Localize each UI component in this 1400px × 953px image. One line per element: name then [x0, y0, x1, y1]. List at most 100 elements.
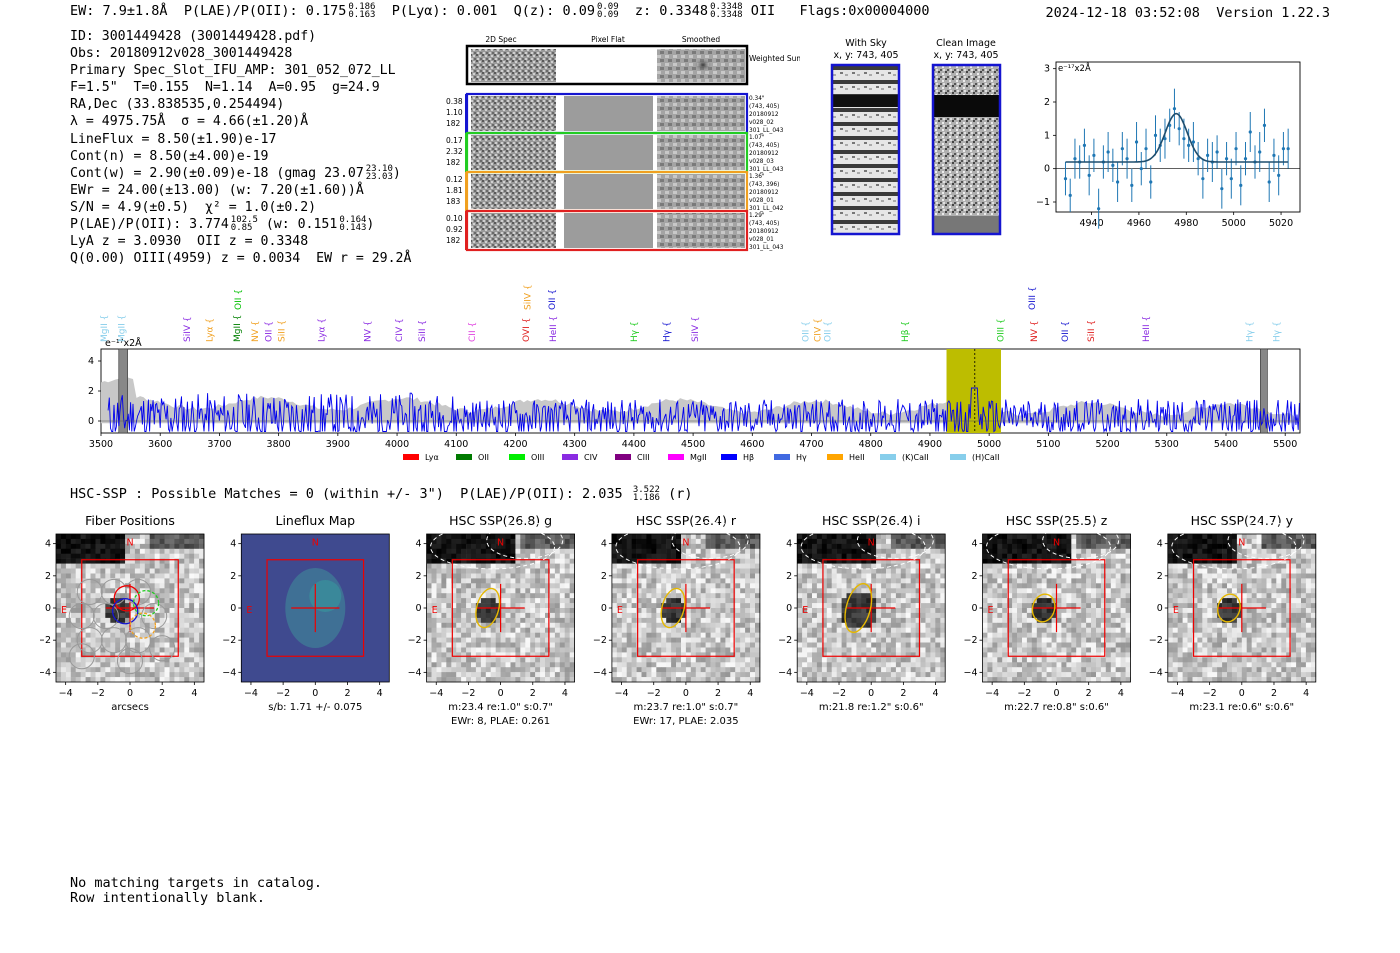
- pixel: [671, 548, 677, 555]
- pixel: [987, 558, 993, 564]
- pixel: [641, 538, 647, 545]
- pixel: [100, 538, 106, 545]
- pixel: [1036, 627, 1043, 633]
- pixel: [174, 637, 180, 643]
- pixel: [755, 563, 761, 569]
- pixel: [915, 647, 921, 653]
- pixel: [1105, 612, 1112, 619]
- pixel: [149, 657, 155, 663]
- pixel: [1056, 617, 1062, 624]
- pixel: [456, 622, 462, 629]
- legend-swatch: [880, 454, 896, 460]
- pixel: [866, 608, 872, 614]
- pixel: [559, 632, 566, 638]
- pixel: [1081, 622, 1087, 629]
- emission-line-name: OII {: [824, 321, 834, 342]
- pixel: [621, 568, 628, 574]
- pixel: [130, 642, 136, 648]
- pixel: [987, 632, 993, 638]
- pixel: [545, 568, 551, 574]
- pixel: [900, 553, 907, 559]
- pixel: [997, 632, 1003, 638]
- pixel: [545, 543, 551, 550]
- pixel: [1115, 563, 1121, 569]
- pixel: [616, 588, 623, 594]
- pixel: [495, 568, 501, 574]
- pixel: [846, 578, 852, 584]
- pixel: [826, 558, 833, 564]
- pixel: [169, 608, 175, 614]
- pixel: [60, 598, 67, 604]
- pixel: [95, 608, 101, 614]
- pixel: [1105, 632, 1112, 638]
- pixel: [866, 603, 872, 609]
- pixel: [940, 593, 946, 599]
- pixel: [1105, 563, 1112, 569]
- pixel: [881, 598, 887, 604]
- pixel: [1081, 627, 1087, 633]
- pixel: [826, 538, 833, 545]
- pixel: [535, 652, 541, 658]
- pixel: [95, 593, 101, 599]
- pixel: [1081, 553, 1087, 559]
- pixel: [530, 632, 536, 638]
- pixel: [466, 593, 472, 599]
- pixel: [56, 672, 62, 678]
- pixel: [500, 632, 506, 638]
- pixel: [559, 568, 566, 574]
- pixel: [715, 583, 721, 589]
- pixel: [666, 548, 672, 555]
- pixel: [60, 568, 67, 574]
- pixel: [826, 573, 833, 579]
- pixel: [725, 657, 731, 663]
- pixel: [1002, 647, 1008, 653]
- pixel: [110, 632, 116, 638]
- pixel: [797, 593, 803, 599]
- pixel: [876, 588, 882, 594]
- pixel: [871, 612, 877, 619]
- pixel: [807, 617, 813, 624]
- pixel: [1105, 608, 1112, 614]
- pixel: [525, 568, 531, 574]
- pixel: [510, 588, 516, 594]
- x-tick-label: 3700: [207, 439, 231, 450]
- pixel: [495, 563, 501, 569]
- pixel: [807, 647, 813, 653]
- pixel: [554, 573, 561, 579]
- cutout-row-meta: 1.36": [749, 174, 765, 180]
- pixel: [915, 617, 921, 624]
- pixel: [495, 622, 501, 629]
- with-sky-coord: x, y: 743, 405: [833, 50, 898, 61]
- pixel: [656, 603, 662, 609]
- pixel: [505, 657, 511, 663]
- pixel: [505, 538, 511, 545]
- pixel: [616, 632, 623, 638]
- pixel: [110, 553, 116, 559]
- pixel: [651, 622, 657, 629]
- cutout-row-stat: 0.92: [446, 225, 463, 234]
- pixel: [925, 543, 931, 550]
- pixel: [807, 558, 813, 564]
- pixel: [856, 672, 862, 678]
- pixel: [130, 657, 136, 663]
- pixel: [1066, 568, 1072, 574]
- pixel: [490, 588, 496, 594]
- pixel: [184, 598, 190, 604]
- pixel: [60, 667, 67, 673]
- pixel: [149, 608, 155, 614]
- pixel: [646, 608, 652, 614]
- pixel: [525, 548, 531, 555]
- pixel: [666, 563, 672, 569]
- pixel: [525, 578, 531, 584]
- pixel: [910, 603, 916, 609]
- pixel: [851, 632, 857, 638]
- pixel: [510, 573, 516, 579]
- pixel: [189, 534, 195, 540]
- pixel: [910, 558, 916, 564]
- pixel: [631, 583, 637, 589]
- pixel: [490, 548, 496, 555]
- pixel: [1086, 603, 1092, 609]
- pixel: [846, 637, 852, 643]
- pixel: [199, 617, 205, 624]
- pixel: [485, 632, 492, 638]
